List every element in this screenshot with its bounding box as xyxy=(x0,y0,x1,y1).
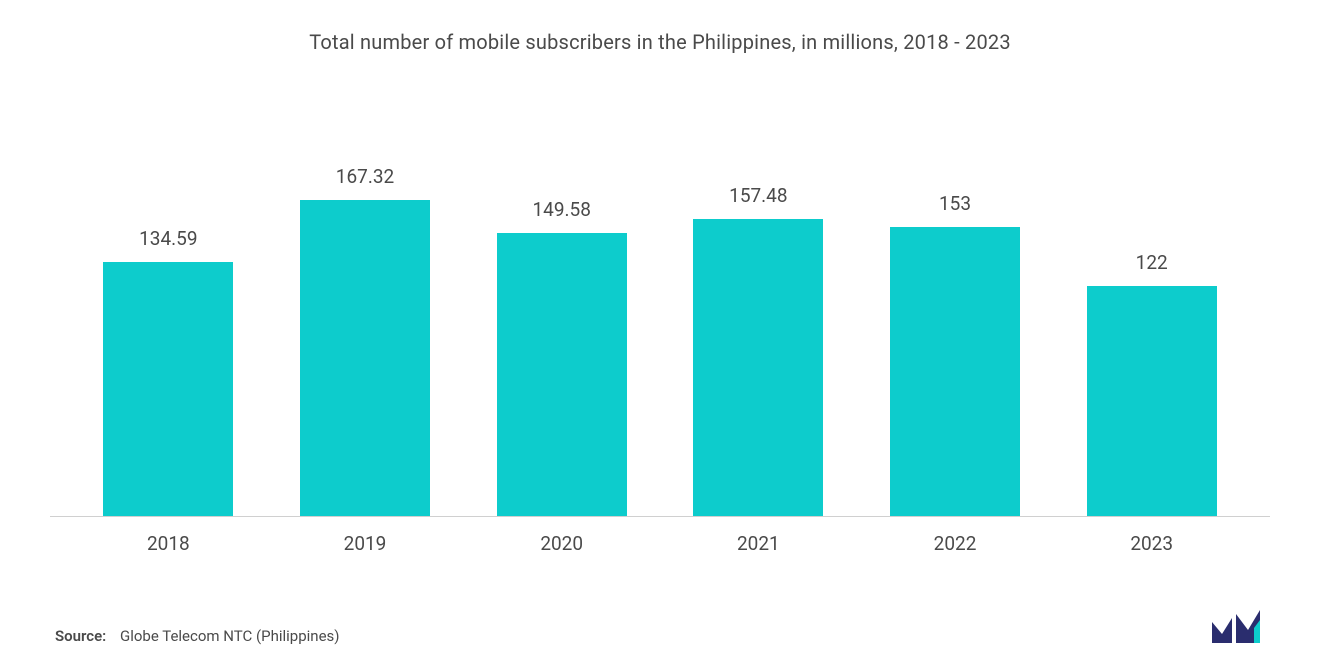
bar-value-label: 157.48 xyxy=(729,184,787,207)
bar-group: 157.48 xyxy=(660,124,857,516)
bar-2022 xyxy=(890,227,1020,516)
bar-group: 167.32 xyxy=(267,124,464,516)
bar-2018 xyxy=(103,262,233,516)
chart-footer: Source: Globe Telecom NTC (Philippines) xyxy=(50,610,1270,645)
bar-2020 xyxy=(497,233,627,516)
bar-value-label: 122 xyxy=(1136,251,1168,274)
chart-container: Total number of mobile subscribers in th… xyxy=(0,0,1320,665)
bar-value-label: 149.58 xyxy=(532,198,590,221)
bar-value-label: 134.59 xyxy=(139,227,197,250)
source-text: Globe Telecom NTC (Philippines) xyxy=(120,627,340,645)
x-axis: 2018 2019 2020 2021 2022 2023 xyxy=(50,517,1270,555)
x-axis-label: 2022 xyxy=(857,532,1054,555)
x-axis-label: 2020 xyxy=(463,532,660,555)
x-axis-label: 2018 xyxy=(70,532,267,555)
bar-value-label: 153 xyxy=(939,192,971,215)
bar-group: 153 xyxy=(857,124,1054,516)
chart-plot-area: 134.59 167.32 149.58 157.48 153 122 xyxy=(50,124,1270,517)
bar-2019 xyxy=(300,200,430,516)
mordor-logo-icon xyxy=(1210,610,1265,645)
x-axis-label: 2019 xyxy=(267,532,464,555)
bar-group: 134.59 xyxy=(70,124,267,516)
bar-group: 149.58 xyxy=(463,124,660,516)
bar-2023 xyxy=(1087,286,1217,516)
source-label: Source: xyxy=(55,627,106,645)
x-axis-label: 2021 xyxy=(660,532,857,555)
source-citation: Source: Globe Telecom NTC (Philippines) xyxy=(55,627,340,645)
bar-value-label: 167.32 xyxy=(336,165,394,188)
bar-2021 xyxy=(693,219,823,516)
chart-title: Total number of mobile subscribers in th… xyxy=(50,30,1270,54)
bar-group: 122 xyxy=(1053,124,1250,516)
x-axis-label: 2023 xyxy=(1053,532,1250,555)
